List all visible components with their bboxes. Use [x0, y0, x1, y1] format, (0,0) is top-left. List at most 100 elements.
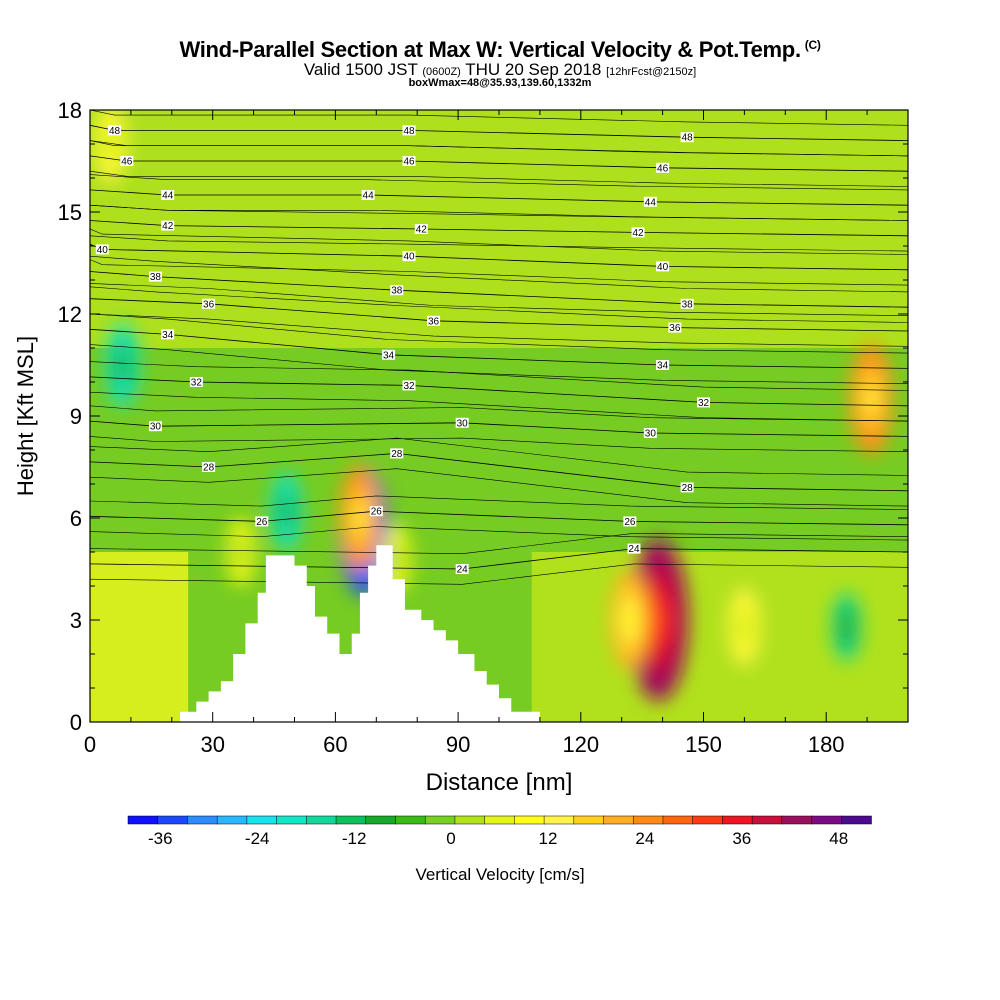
- contour-label-42: 42: [414, 224, 428, 236]
- colorbar-tick-label: 0: [446, 829, 455, 848]
- theta-contour-30-aux: [90, 436, 908, 452]
- contour-label-24: 24: [455, 564, 469, 576]
- contour-label-bg: [161, 329, 175, 340]
- contour-label-text: 26: [256, 517, 268, 528]
- x-tick-label: 0: [84, 732, 96, 757]
- colorbar-swatch: [187, 815, 218, 825]
- colorbar-tick-label: -36: [148, 829, 173, 848]
- colorbar-tick-label: -24: [245, 829, 270, 848]
- contour-label-text: 38: [150, 272, 162, 283]
- y-tick-label: 0: [70, 710, 82, 735]
- colorbar-swatch: [514, 815, 545, 825]
- contour-label-bg: [361, 190, 375, 200]
- y-tick-label: 6: [70, 506, 82, 531]
- x-tick-label: 150: [685, 732, 722, 757]
- colorbar-swatch: [692, 815, 724, 825]
- theta-contour-32-aux: [90, 391, 908, 422]
- theta-contour-28-aux: [90, 437, 908, 476]
- velocity-cell-0-3: [106, 134, 115, 154]
- contour-label-36: 36: [202, 298, 216, 310]
- theta-contour-48-aux: [90, 110, 908, 126]
- colorbar-swatch: [365, 815, 397, 825]
- velocity-cell-1-3: [118, 354, 127, 376]
- box-info: boxWmax=48@35.93,139.60,1332m: [408, 77, 592, 89]
- velocity-cell-9-3: [865, 385, 877, 413]
- contour-label-text: 46: [121, 157, 133, 168]
- contour-label-36: 36: [427, 315, 441, 327]
- contour-label-text: 26: [371, 507, 383, 518]
- valid-date: THU 20 Sep 2018: [465, 60, 602, 79]
- velocity-cell-7-3: [624, 607, 635, 633]
- contour-label-36: 36: [668, 322, 682, 334]
- colorbar-swatch: [484, 815, 516, 825]
- contour-label-text: 40: [97, 245, 109, 256]
- contour-label-bg: [680, 298, 694, 309]
- contour-label-28: 28: [390, 448, 404, 460]
- colorbar-swatch: [632, 815, 664, 825]
- theta-contour-42-aux: [90, 235, 908, 252]
- chart-subtitle: Valid 1500 JST (0600Z) THU 20 Sep 2018 […: [0, 60, 1000, 80]
- x-tick-label: 120: [562, 732, 599, 757]
- colorbar-swatch: [216, 815, 248, 825]
- contour-label-text: 48: [109, 126, 121, 137]
- contour-label-40: 40: [656, 261, 670, 273]
- contour-label-48: 48: [402, 125, 416, 137]
- theta-contour-36-aux: [90, 283, 908, 316]
- contour-label-40: 40: [402, 251, 416, 263]
- contour-label-text: 28: [682, 483, 694, 494]
- contour-label-bg: [189, 377, 203, 387]
- colorbar-swatch: [395, 815, 426, 825]
- contour-label-bg: [656, 162, 670, 173]
- colorbar-swatch: [662, 815, 694, 825]
- valid-utc: (0600Z): [422, 66, 461, 78]
- colorbar-swatch: [722, 815, 753, 825]
- velocity-cell-11-3: [393, 550, 401, 568]
- theta-contour-44-aux: [90, 204, 908, 221]
- contour-label-bg: [108, 125, 122, 136]
- contour-label-46: 46: [120, 156, 134, 168]
- contour-label-bg: [631, 227, 645, 238]
- colorbar-tick-label: -12: [342, 829, 367, 848]
- contour-label-text: 40: [403, 252, 415, 263]
- contour-label-bg: [390, 285, 404, 296]
- contour-label-text: 28: [391, 449, 403, 460]
- contour-label-bg: [120, 156, 134, 166]
- contour-label-text: 34: [162, 330, 174, 341]
- contour-label-text: 26: [624, 517, 636, 528]
- contour-label-text: 32: [191, 378, 203, 389]
- contour-label-34: 34: [656, 360, 670, 372]
- copyright-mark: (C): [804, 38, 821, 52]
- contour-label-text: 38: [682, 299, 694, 310]
- contour-label-text: 36: [428, 316, 440, 327]
- x-tick-label: 60: [323, 732, 347, 757]
- upper-band: [90, 110, 908, 348]
- contour-label-bg: [627, 543, 641, 554]
- theta-contour-46-aux: [90, 170, 908, 187]
- contour-label-bg: [382, 349, 396, 360]
- velocity-cell-6-3: [651, 599, 666, 641]
- contour-label-text: 44: [645, 197, 657, 208]
- contour-label-bg: [414, 224, 428, 234]
- contour-label-38: 38: [148, 271, 162, 283]
- x-tick-label: 30: [200, 732, 224, 757]
- contour-label-bg: [402, 125, 416, 136]
- colorbar-swatch: [306, 815, 337, 825]
- y-tick-label: 18: [58, 98, 82, 123]
- theta-contour-30-aux: [90, 405, 908, 422]
- forecast-info: [12hrFcst@2150z]: [606, 66, 697, 78]
- contour-label-32: 32: [402, 380, 416, 392]
- theta-contour-44-aux: [90, 174, 908, 191]
- colorbar-swatch: [454, 815, 486, 825]
- theta-contour-36-aux: [90, 313, 908, 347]
- y-tick-label: 12: [58, 302, 82, 327]
- contour-label-24: 24: [627, 543, 641, 555]
- contour-label-30: 30: [455, 417, 469, 429]
- colorbar-label: Vertical Velocity [cm/s]: [415, 865, 584, 884]
- y-tick-label: 3: [70, 608, 82, 633]
- colorbar-swatch: [543, 815, 575, 825]
- contour-label-26: 26: [255, 516, 269, 528]
- contour-label-bg: [402, 380, 416, 391]
- contour-label-38: 38: [390, 285, 404, 297]
- x-axis-label: Distance [nm]: [426, 769, 573, 796]
